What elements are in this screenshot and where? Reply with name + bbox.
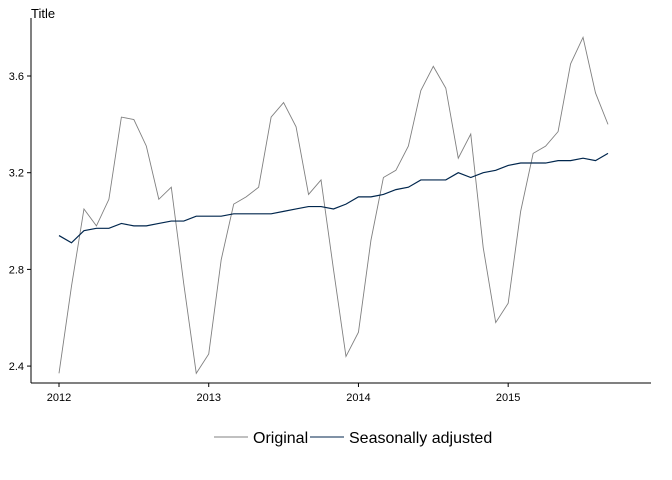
y-axis-ticks: 2.4 2.8 3.2 3.6 [9,71,31,373]
series-line-original [58,35,609,375]
y-tick-label: 2.4 [9,361,24,373]
legend-label-seasonally-adjusted: Seasonally adjusted [349,430,492,447]
x-tick-label: 2012 [47,392,71,404]
x-tick-label: 2014 [346,392,370,404]
y-tick-label: 2.8 [9,264,24,276]
x-tick-label: 2015 [496,392,520,404]
legend-label-original: Original [253,430,308,447]
chart-title: Title [31,6,55,21]
legend: Original Seasonally adjusted [214,430,492,447]
series-line-seasonally-adjusted [58,152,609,244]
x-axis-ticks: 2012 2013 2014 2015 [47,383,520,404]
x-tick-label: 2013 [196,392,220,404]
y-tick-label: 3.2 [9,168,24,180]
plot-lines [58,35,609,375]
y-tick-label: 3.6 [9,71,24,83]
